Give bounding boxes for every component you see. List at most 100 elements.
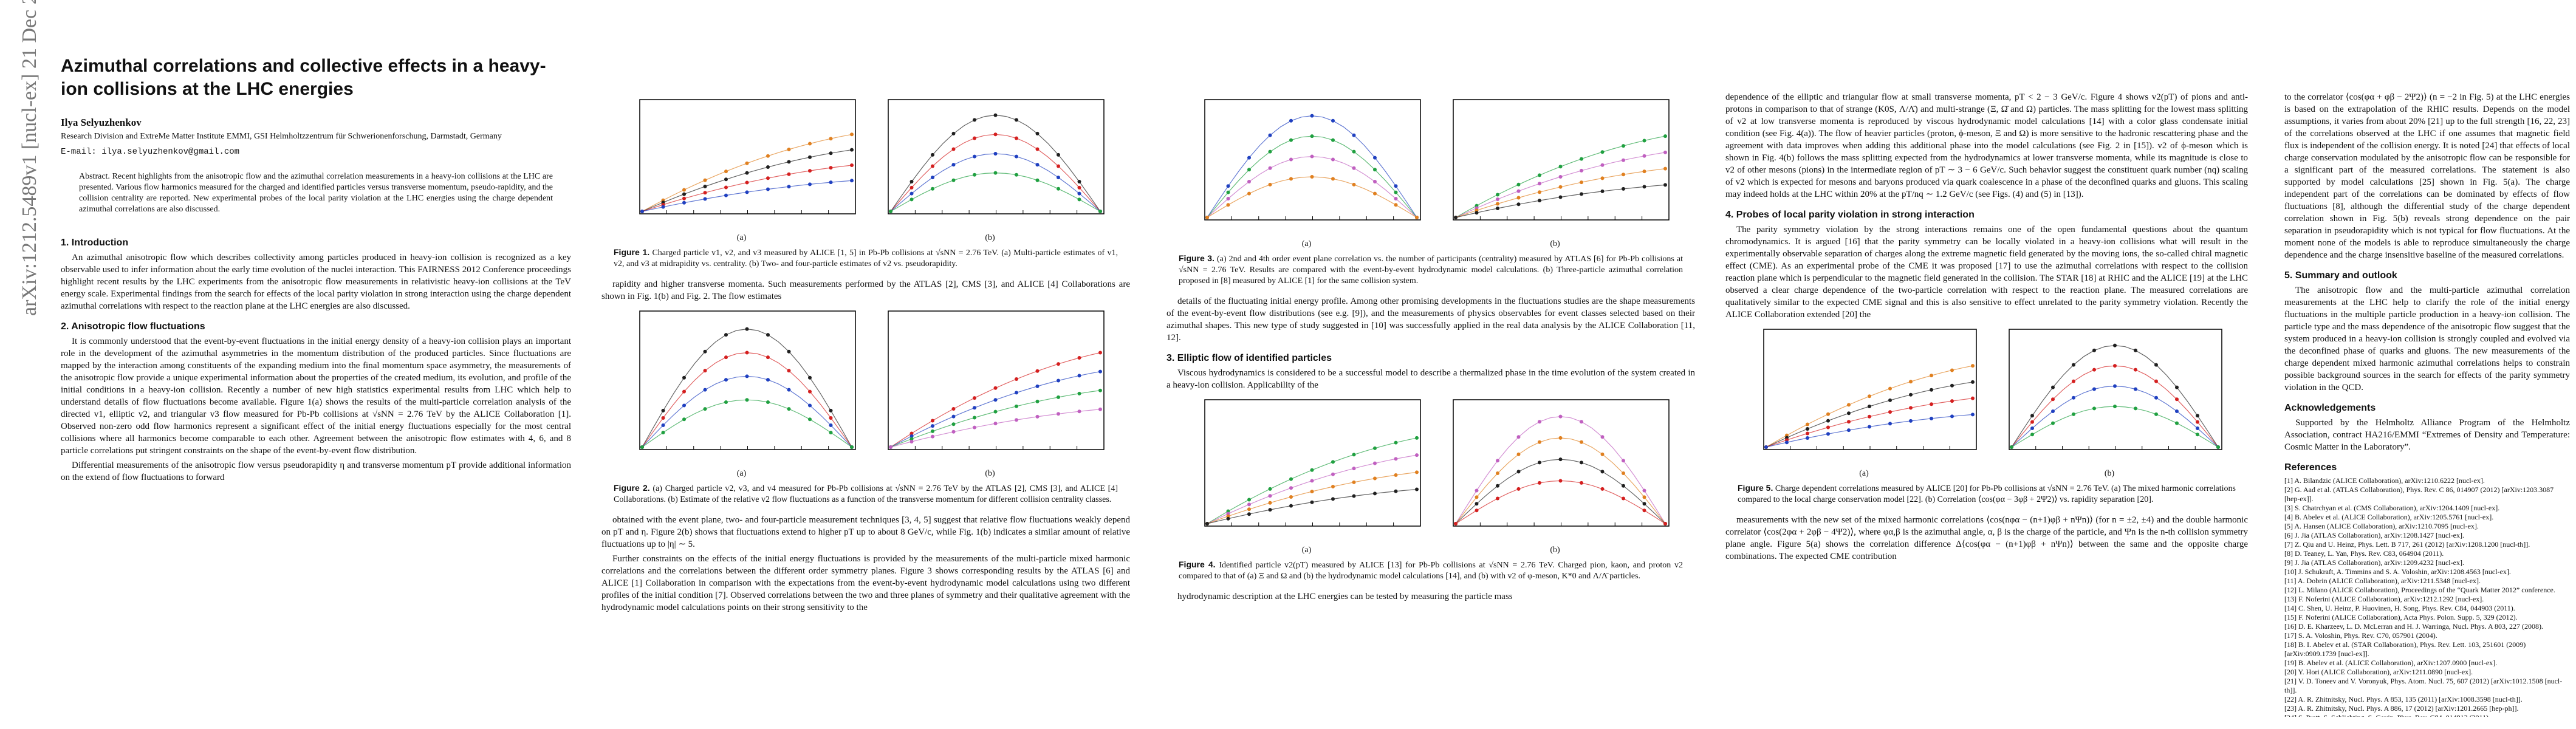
paragraph: Viscous hydrodynamics is considered to b…	[1166, 368, 1695, 390]
reference: [12] L. Milano (ALICE Collaboration), Pr…	[2284, 586, 2555, 594]
caption-label: Figure 3.	[1179, 253, 1214, 263]
figure-panel: (b)	[1435, 395, 1675, 556]
caption-text: Identified particle v2(pT) measured by A…	[1179, 561, 1683, 581]
section-heading: 4. Probes of local parity violation in s…	[1725, 210, 1975, 220]
plot-curve	[1207, 471, 1417, 524]
plot-curve	[1455, 459, 1666, 524]
reference: [6] J. Jia (ATLAS Collaboration), arXiv:…	[2284, 531, 2464, 539]
panel-label: (a)	[736, 469, 747, 478]
paragraph: Differential measurements of the anisotr…	[61, 460, 571, 482]
plot-curve	[890, 371, 1101, 448]
plot-marker	[1415, 436, 1419, 440]
plot-curve	[1455, 135, 1666, 218]
figure-caption: Figure 1. Charged particle v1, v2, and v…	[614, 247, 1118, 270]
page-column: (a) (b) Figure 1. Charged particle v1, v2,…	[601, 91, 1130, 717]
plot-frame	[1204, 99, 1421, 221]
caption-text: Charged particle v1, v2, and v3 measured…	[614, 248, 1118, 269]
plot-marker	[850, 163, 854, 167]
caption-text: (a) Charged particle v2, v3, and v4 meas…	[614, 484, 1118, 504]
paragraph: obtained with the event plane, two- and …	[601, 515, 1130, 549]
plot-curve	[1455, 168, 1666, 218]
abstract: Abstract. Recent highlights from the ani…	[79, 172, 553, 214]
caption-text: Charge dependent correlations measured b…	[1738, 484, 2236, 504]
panel-label: (b)	[1550, 239, 1560, 248]
paragraph: to the correlator ⟨cos(φα + φβ − 2Ψ2)⟩ (…	[2284, 92, 2570, 260]
plot-curve	[1455, 184, 1666, 218]
section-heading: 1. Introduction	[61, 238, 129, 248]
section-heading: 5. Summary and outlook	[2284, 270, 2397, 281]
reference: [4] B. Abelev et al. (ALICE Collaboratio…	[2284, 513, 2494, 521]
figure-caption: Figure 5. Charge dependent correlations …	[1738, 482, 2236, 505]
reference: [16] D. E. Kharzeev, L. D. McLerran and …	[2284, 622, 2543, 631]
panel-label: (a)	[1859, 469, 1869, 478]
plot-frame	[1453, 99, 1670, 221]
plot-panel	[888, 99, 1105, 214]
plot-curve	[2011, 365, 2219, 448]
paragraph: It is commonly understood that the event…	[61, 337, 571, 456]
caption-label: Figure 4.	[1179, 560, 1216, 569]
figure-panel: (b)	[1435, 95, 1675, 250]
reference: [11] A. Dobrin (ALICE Collaboration), ar…	[2284, 577, 2481, 585]
plot-panel	[1763, 329, 1977, 450]
plot-frame	[1204, 399, 1421, 527]
section-heading: 3. Elliptic flow of identified particles	[1166, 353, 1332, 363]
caption-text: (a) 2nd and 4th order event plane correl…	[1179, 255, 1683, 286]
reference: [9] J. Jia (ATLAS Collaboration), arXiv:…	[2284, 558, 2464, 567]
plot-curve	[2011, 385, 2219, 448]
panel-label: (b)	[985, 469, 995, 478]
plot-panel	[1453, 399, 1670, 527]
plot-frame	[639, 99, 856, 214]
reference-list: [1] A. Bilandzic (ALICE Collaboration), …	[2284, 476, 2570, 717]
panel-label: (a)	[736, 233, 747, 242]
plot-marker	[1098, 407, 1102, 411]
paragraph: Supported by the Helmholtz Alliance Prog…	[2284, 418, 2570, 452]
figure-panel: (a)	[1187, 95, 1427, 250]
plot-curve	[1207, 135, 1417, 218]
plot-curve	[890, 409, 1101, 448]
figure: (a) (b)	[1725, 324, 2248, 480]
email: E-mail: ilya.selyuzhenkov@gmail.com	[61, 147, 240, 157]
figure-caption: Figure 3. (a) 2nd and 4th order event pl…	[1179, 253, 1683, 287]
figure: (a) (b)	[601, 95, 1130, 244]
plot-curve	[1455, 416, 1666, 524]
paragraph: An azimuthal anisotropic flow which desc…	[61, 253, 571, 311]
plot-curve	[642, 399, 852, 448]
plot-marker	[1971, 380, 1975, 384]
reference: [20] Y. Hori (ALICE Collaboration), arXi…	[2284, 668, 2473, 676]
figure: (a) (b)	[601, 306, 1130, 480]
plot-panel	[1453, 99, 1670, 221]
panel-label: (b)	[2104, 469, 2115, 478]
reference: [5] A. Hansen (ALICE Collaboration), arX…	[2284, 522, 2479, 530]
plot-curve	[1207, 156, 1417, 218]
figure: (a) (b)	[1166, 95, 1695, 250]
plot-marker	[1098, 369, 1102, 374]
plot-curve	[642, 352, 852, 448]
reference: [3] S. Chatrchyan et al. (CMS Collaborat…	[2284, 504, 2500, 512]
figure-caption: Figure 4. Identified particle v2(pT) mea…	[1179, 559, 1683, 582]
plot-curve	[642, 328, 852, 448]
reference: [13] F. Noferini (ALICE Collaboration), …	[2284, 595, 2484, 603]
caption-label: Figure 2.	[614, 483, 650, 493]
reference: [23] A. R. Zhitnitsky, Nucl. Phys. A 886…	[2284, 704, 2519, 713]
plot-panel	[1204, 399, 1421, 527]
plot-marker	[1098, 388, 1102, 392]
plot-curve	[1766, 365, 1973, 448]
page-column: (a) (b) Figure 3. (a) 2nd and 4th order ev…	[1166, 91, 1695, 717]
panel-label: (b)	[985, 233, 995, 242]
reference: [8] D. Teaney, L. Yan, Phys. Rev. C83, 0…	[2284, 549, 2444, 558]
plot-curve	[2011, 406, 2219, 448]
paper-title: Azimuthal correlations and collective ef…	[61, 56, 546, 99]
plot-curve	[1207, 176, 1417, 218]
plot-panel	[2009, 329, 2222, 450]
plot-marker	[1971, 364, 1975, 368]
caption-label: Figure 1.	[614, 247, 650, 257]
plot-panel	[639, 310, 856, 450]
reference: [22] A. R. Zhitnitsky, Nucl. Phys. A 853…	[2284, 695, 2523, 703]
reference: [1] A. Bilandzic (ALICE Collaboration), …	[2284, 476, 2485, 485]
plot-frame	[888, 310, 1105, 450]
plot-marker	[1663, 134, 1667, 139]
affiliation: Research Division and ExtreMe Matter Ins…	[61, 132, 502, 141]
paragraph: details of the fluctuating initial energ…	[1166, 296, 1695, 343]
figure-panel: (b)	[870, 306, 1110, 480]
paragraph: rapidity and higher transverse momenta. …	[601, 279, 1130, 301]
